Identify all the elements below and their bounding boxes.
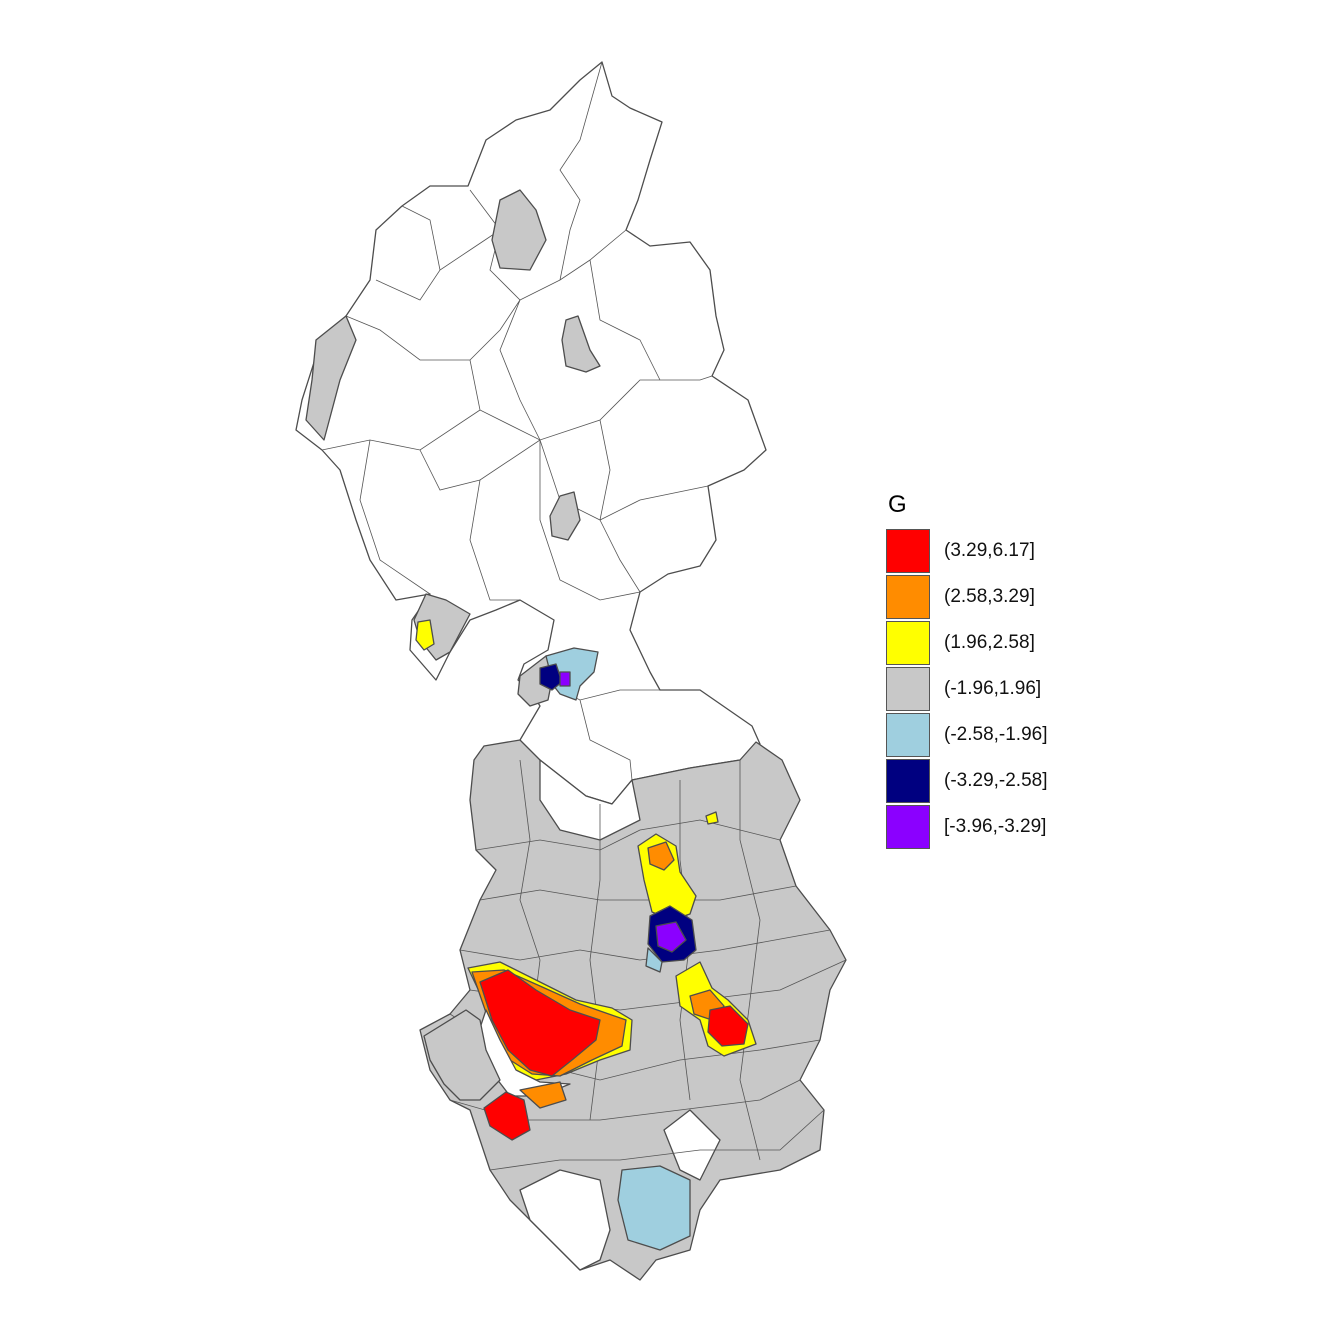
legend-item: (3.29,6.17] — [886, 528, 1048, 574]
legend-label: (1.96,2.58] — [944, 632, 1035, 653]
lancaster-navy-area — [539, 663, 563, 691]
lancaster-purple-area — [559, 671, 571, 687]
legend-title: G — [888, 491, 907, 518]
north-grey-area-3 — [305, 315, 357, 441]
preston-orange-area — [647, 841, 675, 871]
south-white-area-1 — [519, 1169, 611, 1271]
legend-label: (2.58,3.29] — [944, 586, 1035, 607]
legend-item: (-2.58,-1.96] — [886, 712, 1048, 758]
legend-item: (-3.29,-2.58] — [886, 758, 1048, 804]
north-east-yellow-dot — [705, 811, 719, 825]
liverpool-red-area — [479, 969, 601, 1077]
legend-swatch — [886, 529, 930, 573]
legend-item: (2.58,3.29] — [886, 574, 1048, 620]
south-white-area-2 — [663, 1109, 721, 1181]
legend-item: [-3.96,-3.29] — [886, 804, 1048, 850]
south-light-blue-area — [617, 1165, 691, 1251]
legend-label: (3.29,6.17] — [944, 540, 1035, 561]
legend-swatch — [886, 667, 930, 711]
north-yellow-area — [415, 619, 435, 651]
legend-label: (-1.96,1.96] — [944, 678, 1042, 699]
north-grey-area-2 — [561, 315, 601, 373]
chester-red-area — [483, 1091, 531, 1141]
legend-item: (1.96,2.58] — [886, 620, 1048, 666]
runcorn-orange-area — [519, 1081, 567, 1109]
legend-label: (-2.58,-1.96] — [944, 724, 1048, 745]
legend-swatch — [886, 759, 930, 803]
north-grey-area-1 — [491, 189, 547, 271]
legend-label: (-3.29,-2.58] — [944, 770, 1048, 791]
north-grey-area-4 — [549, 491, 581, 541]
south-white-area-3 — [539, 759, 641, 841]
wirral-grey-area — [423, 1009, 501, 1101]
blackburn-light-blue-area — [645, 947, 663, 973]
blackburn-purple-area — [655, 921, 687, 953]
legend-item: (-1.96,1.96] — [886, 666, 1048, 712]
legend-swatch — [886, 805, 930, 849]
manchester-red-area — [707, 1005, 749, 1047]
legend-swatch — [886, 575, 930, 619]
legend-swatch — [886, 621, 930, 665]
legend-swatch — [886, 713, 930, 757]
south-region-outline — [419, 739, 847, 1281]
legend: G (3.29,6.17] (2.58,3.29] (1.96,2.58] (-… — [886, 488, 1048, 850]
legend-label: [-3.96,-3.29] — [944, 816, 1047, 837]
